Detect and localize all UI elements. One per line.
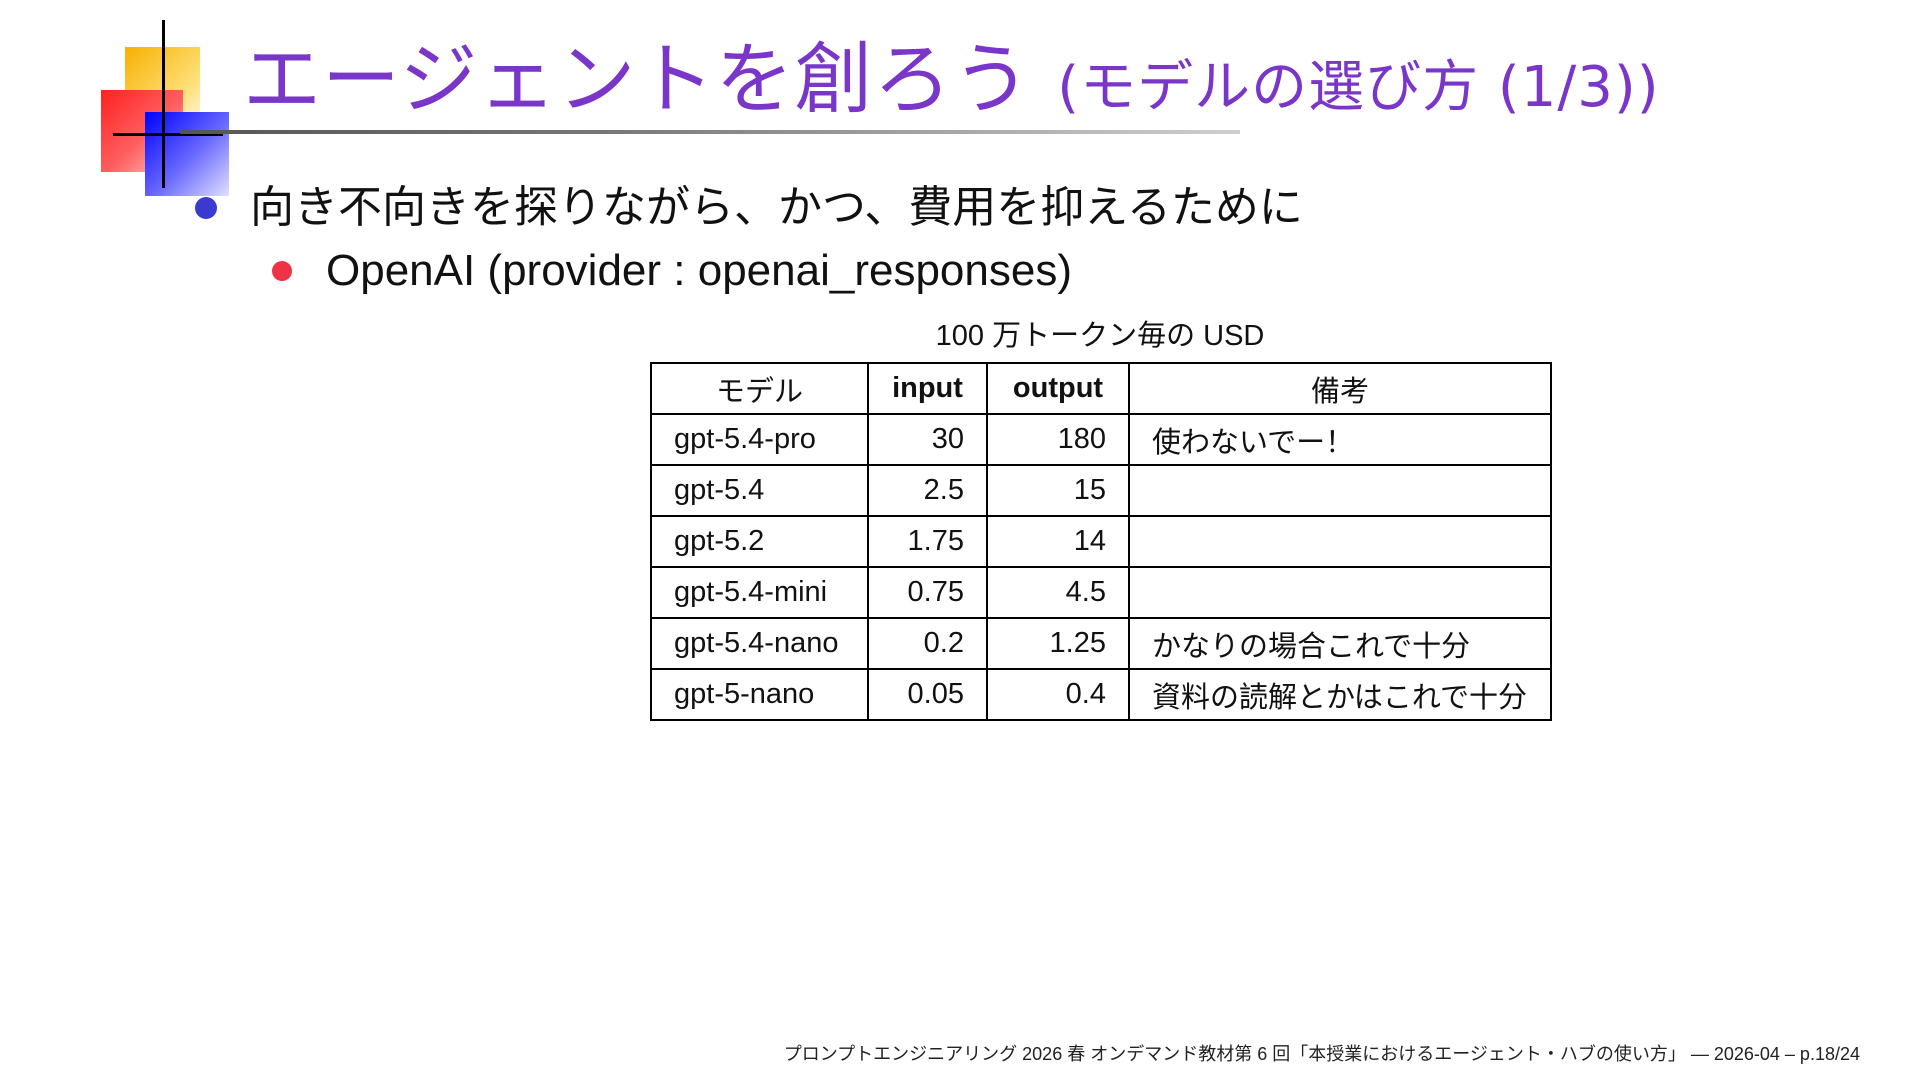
slide-title-sub: (モデルの選び方 (1/3)): [1057, 55, 1660, 120]
cell-input: 0.2: [867, 617, 988, 670]
slide-title-main: エージェントを創ろう: [243, 35, 1032, 125]
table-row: gpt-5-nano 0.05 0.4 資料の読解とかはこれで十分: [650, 668, 1552, 721]
cell-input: 30: [867, 413, 988, 466]
cell-note: [1128, 464, 1552, 517]
logo-blue-square: [145, 112, 229, 196]
table-caption: 100 万トークン毎の USD: [935, 320, 1265, 352]
table-row: gpt-5.4-pro 30 180 使わないでー！: [650, 413, 1552, 466]
slide-title: エージェントを創ろう (モデルの選び方 (1/3)): [243, 30, 1660, 138]
title-underline: [180, 130, 1240, 134]
table-row: gpt-5.2 1.75 14: [650, 515, 1552, 568]
header-input: input: [867, 362, 988, 415]
cell-output: 14: [986, 515, 1130, 568]
cell-model: gpt-5.4-mini: [650, 566, 869, 619]
cell-note: 使わないでー！: [1128, 413, 1552, 466]
cell-model: gpt-5.2: [650, 515, 869, 568]
logo-vertical-line: [162, 20, 165, 188]
cell-model: gpt-5.4-pro: [650, 413, 869, 466]
table-row: gpt-5.4 2.5 15: [650, 464, 1552, 517]
cell-note: かなりの場合これで十分: [1128, 617, 1552, 670]
bullet-item-level-2: OpenAI (provider : openai_responses): [272, 243, 1072, 299]
cell-model: gpt-5-nano: [650, 668, 869, 721]
bullet-item-level-1: 向き不向きを探りながら、かつ、費用を抑えるために: [195, 180, 1303, 236]
pricing-table: モデル input output 備考 gpt-5.4-pro 30 180 使…: [650, 362, 1552, 721]
cell-output: 15: [986, 464, 1130, 517]
table-row: gpt-5.4-mini 0.75 4.5: [650, 566, 1552, 619]
slide-footer: プロンプトエンジニアリング 2026 春 オンデマンド教材第 6 回「本授業にお…: [783, 1044, 1860, 1064]
cell-input: 1.75: [867, 515, 988, 568]
cell-input: 0.05: [867, 668, 988, 721]
cell-note: 資料の読解とかはこれで十分: [1128, 668, 1552, 721]
header-model: モデル: [650, 362, 869, 415]
cell-input: 0.75: [867, 566, 988, 619]
cell-output: 4.5: [986, 566, 1130, 619]
cell-note: [1128, 566, 1552, 619]
cell-output: 0.4: [986, 668, 1130, 721]
bullet-dot-icon: [272, 261, 292, 281]
cell-model: gpt-5.4: [650, 464, 869, 517]
cell-model: gpt-5.4-nano: [650, 617, 869, 670]
cell-output: 1.25: [986, 617, 1130, 670]
table-row: gpt-5.4-nano 0.2 1.25 かなりの場合これで十分: [650, 617, 1552, 670]
bullet-text: OpenAI (provider : openai_responses): [326, 246, 1072, 295]
header-output: output: [986, 362, 1130, 415]
cell-note: [1128, 515, 1552, 568]
header-note: 備考: [1128, 362, 1552, 415]
bullet-text: 向き不向きを探りながら、かつ、費用を抑えるために: [250, 182, 1303, 233]
table-header-row: モデル input output 備考: [650, 362, 1552, 415]
bullet-dot-icon: [195, 197, 217, 219]
cell-input: 2.5: [867, 464, 988, 517]
logo-horizontal-line: [113, 133, 223, 136]
cell-output: 180: [986, 413, 1130, 466]
slide-logo-decoration: [95, 20, 245, 196]
